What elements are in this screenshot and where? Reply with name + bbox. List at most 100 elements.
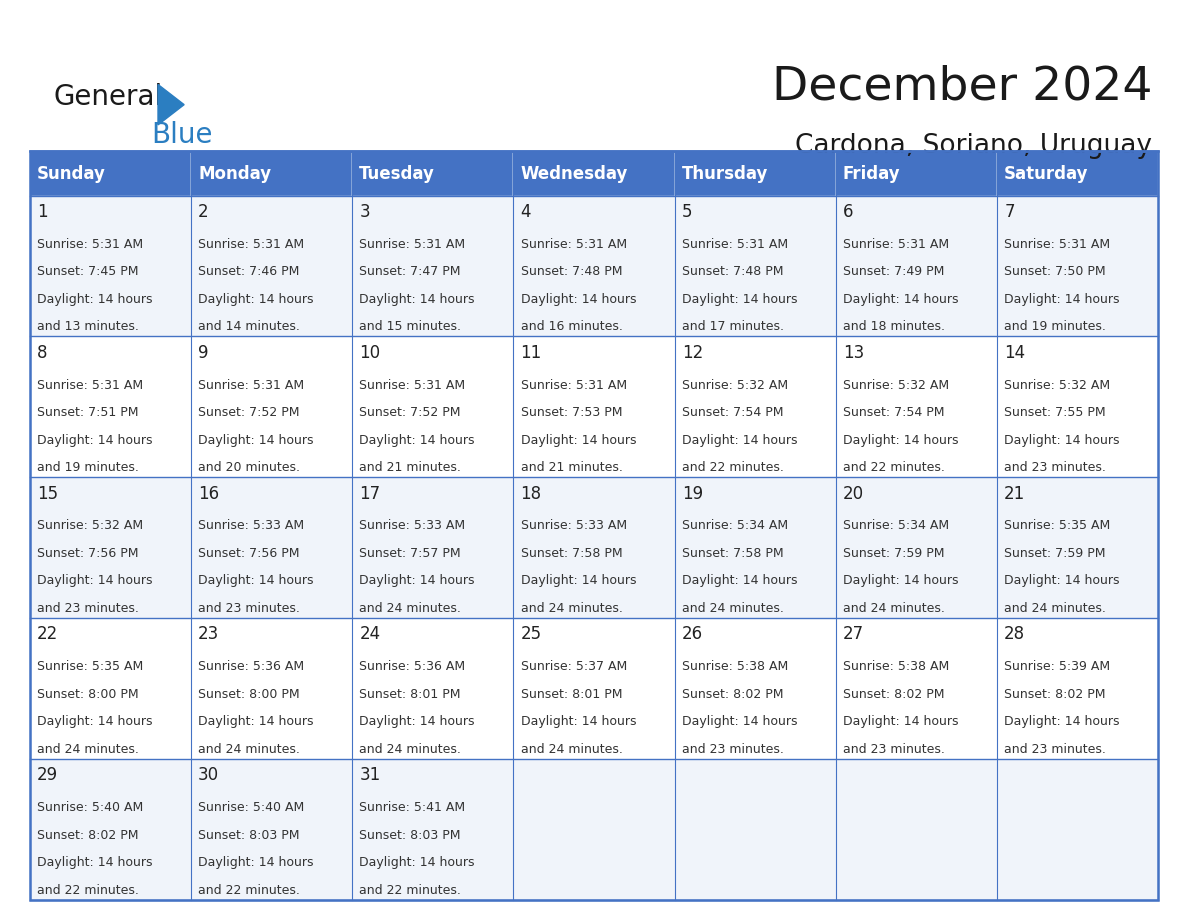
Text: Sunrise: 5:34 AM: Sunrise: 5:34 AM [682,520,788,532]
Text: and 23 minutes.: and 23 minutes. [1004,743,1106,756]
Text: Daylight: 14 hours: Daylight: 14 hours [520,575,636,588]
Text: Sunset: 7:56 PM: Sunset: 7:56 PM [37,547,138,560]
Text: 7: 7 [1004,203,1015,221]
Text: Sunrise: 5:40 AM: Sunrise: 5:40 AM [37,801,143,814]
Text: and 23 minutes.: and 23 minutes. [1004,461,1106,475]
Text: Daylight: 14 hours: Daylight: 14 hours [682,293,797,306]
Text: 19: 19 [682,485,703,502]
Text: Daylight: 14 hours: Daylight: 14 hours [843,433,959,447]
Text: 25: 25 [520,625,542,644]
Text: and 24 minutes.: and 24 minutes. [37,743,139,756]
Text: 2: 2 [198,203,209,221]
Text: Sunrise: 5:32 AM: Sunrise: 5:32 AM [843,378,949,392]
Polygon shape [158,84,184,125]
Bar [30,196,1158,336]
Text: Sunset: 7:47 PM: Sunset: 7:47 PM [359,265,461,278]
Bar [30,759,1158,900]
Text: Daylight: 14 hours: Daylight: 14 hours [1004,715,1120,728]
Text: Sunset: 8:01 PM: Sunset: 8:01 PM [359,688,461,700]
Text: 15: 15 [37,485,58,502]
Text: Sunrise: 5:40 AM: Sunrise: 5:40 AM [198,801,304,814]
Text: Wednesday: Wednesday [520,164,628,183]
Text: Sunset: 7:51 PM: Sunset: 7:51 PM [37,406,138,420]
Text: 8: 8 [37,343,48,362]
Text: 20: 20 [843,485,864,502]
Text: Sunset: 8:01 PM: Sunset: 8:01 PM [520,688,623,700]
Text: Sunrise: 5:31 AM: Sunrise: 5:31 AM [37,238,143,251]
Text: Sunrise: 5:36 AM: Sunrise: 5:36 AM [198,660,304,673]
Text: 31: 31 [359,767,380,784]
Text: and 14 minutes.: and 14 minutes. [198,320,299,333]
Text: Sunset: 7:46 PM: Sunset: 7:46 PM [198,265,299,278]
Text: Sunrise: 5:36 AM: Sunrise: 5:36 AM [359,660,466,673]
Text: Sunset: 7:54 PM: Sunset: 7:54 PM [843,406,944,420]
Text: 26: 26 [682,625,703,644]
Text: Daylight: 14 hours: Daylight: 14 hours [843,293,959,306]
Text: Sunrise: 5:31 AM: Sunrise: 5:31 AM [1004,238,1111,251]
Text: and 22 minutes.: and 22 minutes. [682,461,784,475]
Text: Sunset: 7:57 PM: Sunset: 7:57 PM [359,547,461,560]
Text: Sunset: 8:00 PM: Sunset: 8:00 PM [37,688,139,700]
Text: 3: 3 [359,203,369,221]
Bar [30,151,1158,900]
Text: Daylight: 14 hours: Daylight: 14 hours [843,715,959,728]
Bar [30,336,1158,477]
Text: and 24 minutes.: and 24 minutes. [843,602,944,615]
Text: and 17 minutes.: and 17 minutes. [682,320,784,333]
Text: and 24 minutes.: and 24 minutes. [520,743,623,756]
Text: Daylight: 14 hours: Daylight: 14 hours [1004,433,1120,447]
Text: and 23 minutes.: and 23 minutes. [198,602,299,615]
Text: Thursday: Thursday [682,164,769,183]
Text: Daylight: 14 hours: Daylight: 14 hours [198,715,314,728]
Text: 24: 24 [359,625,380,644]
Text: Sunset: 8:03 PM: Sunset: 8:03 PM [198,829,299,842]
Text: 10: 10 [359,343,380,362]
Text: Daylight: 14 hours: Daylight: 14 hours [37,856,152,869]
Text: Sunset: 7:52 PM: Sunset: 7:52 PM [198,406,299,420]
Text: Monday: Monday [198,164,271,183]
Text: Sunset: 7:45 PM: Sunset: 7:45 PM [37,265,138,278]
Text: Sunrise: 5:32 AM: Sunrise: 5:32 AM [1004,378,1111,392]
Text: Sunset: 7:59 PM: Sunset: 7:59 PM [843,547,944,560]
Text: Daylight: 14 hours: Daylight: 14 hours [682,433,797,447]
Bar [836,151,997,196]
Text: Sunrise: 5:31 AM: Sunrise: 5:31 AM [37,378,143,392]
Text: 29: 29 [37,767,58,784]
Text: 16: 16 [198,485,219,502]
Text: and 24 minutes.: and 24 minutes. [198,743,299,756]
Text: Saturday: Saturday [1004,164,1088,183]
Text: and 24 minutes.: and 24 minutes. [520,602,623,615]
Text: and 22 minutes.: and 22 minutes. [198,884,299,897]
Text: 18: 18 [520,485,542,502]
Text: Daylight: 14 hours: Daylight: 14 hours [359,575,475,588]
Text: Daylight: 14 hours: Daylight: 14 hours [359,856,475,869]
Text: and 15 minutes.: and 15 minutes. [359,320,461,333]
Text: Daylight: 14 hours: Daylight: 14 hours [37,433,152,447]
Text: Daylight: 14 hours: Daylight: 14 hours [1004,293,1120,306]
Text: and 22 minutes.: and 22 minutes. [37,884,139,897]
Text: Sunrise: 5:31 AM: Sunrise: 5:31 AM [520,378,626,392]
Text: 28: 28 [1004,625,1025,644]
Text: Daylight: 14 hours: Daylight: 14 hours [520,433,636,447]
Text: Cardona, Soriano, Uruguay: Cardona, Soriano, Uruguay [795,133,1152,159]
Text: Daylight: 14 hours: Daylight: 14 hours [198,856,314,869]
Text: 21: 21 [1004,485,1025,502]
Text: and 23 minutes.: and 23 minutes. [37,602,139,615]
Text: and 21 minutes.: and 21 minutes. [520,461,623,475]
Text: Daylight: 14 hours: Daylight: 14 hours [359,433,475,447]
Text: Daylight: 14 hours: Daylight: 14 hours [1004,575,1120,588]
Text: 12: 12 [682,343,703,362]
Text: Sunrise: 5:31 AM: Sunrise: 5:31 AM [198,238,304,251]
Text: Sunday: Sunday [37,164,106,183]
Text: General: General [53,83,163,111]
Text: and 13 minutes.: and 13 minutes. [37,320,139,333]
Bar [30,477,1158,618]
Text: and 16 minutes.: and 16 minutes. [520,320,623,333]
Text: Sunrise: 5:31 AM: Sunrise: 5:31 AM [359,238,466,251]
Text: Sunset: 7:49 PM: Sunset: 7:49 PM [843,265,944,278]
Text: Sunset: 7:48 PM: Sunset: 7:48 PM [520,265,623,278]
Text: 11: 11 [520,343,542,362]
Text: and 20 minutes.: and 20 minutes. [198,461,301,475]
Text: and 24 minutes.: and 24 minutes. [359,602,461,615]
Bar [30,151,191,196]
